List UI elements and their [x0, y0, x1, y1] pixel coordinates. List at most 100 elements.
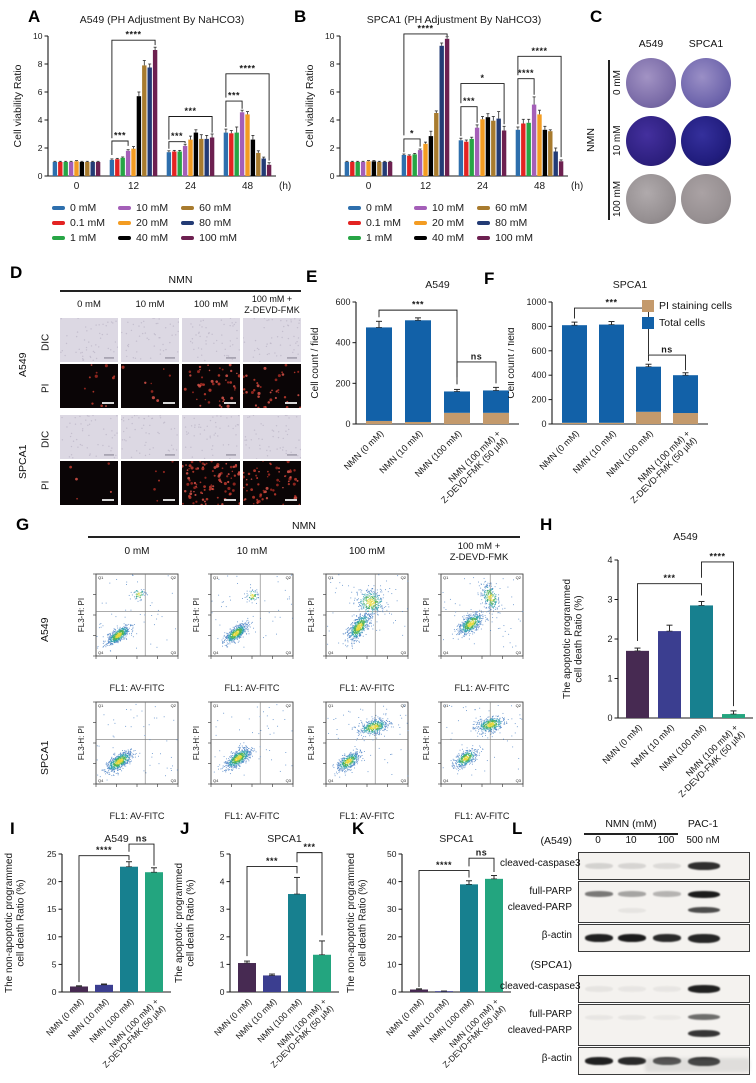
svg-text:Q1: Q1 [328, 575, 334, 580]
blot-box [578, 1004, 750, 1046]
svg-text:24: 24 [185, 181, 197, 192]
svg-text:2: 2 [330, 143, 335, 153]
dic-image [121, 415, 179, 459]
svg-text:Q4: Q4 [443, 650, 449, 655]
c-col-a549: A549 [638, 38, 664, 50]
chart-spca1-viability: SPCA1 (PH Adjustment By NaHCO3) Cell viab… [304, 12, 584, 200]
legend-column: 60 mM 80 mM 100 mM [477, 202, 533, 244]
protein-band [618, 863, 646, 869]
c-row-0mm: 0 mM [612, 70, 623, 96]
dic-image-svg [121, 318, 179, 362]
svg-text:FL3-H: PI: FL3-H: PI [307, 598, 316, 632]
d-row-a549-dic: DIC [40, 333, 52, 351]
panel-k-letter: K [352, 819, 365, 838]
legend-item: 80 mM [477, 217, 533, 229]
protein-band [688, 1029, 720, 1037]
legend-item: 60 mM [181, 202, 237, 214]
svg-text:8: 8 [330, 59, 335, 69]
legend-swatch [642, 317, 654, 329]
protein-band [618, 1014, 646, 1020]
c-row-10mm: 10 mM [612, 125, 623, 157]
legend-item: 100 mM [477, 232, 533, 244]
panel-c: C A549 SPCA1 NMN 0 mM 10 mM 100 mM [578, 2, 756, 260]
panel-h: H A549 The apoptotic programmed cell death… [532, 512, 756, 820]
colony-well [626, 174, 676, 224]
protein-band [653, 934, 681, 942]
legend-swatch [52, 221, 65, 225]
d-col-2: 100 mM [193, 299, 229, 311]
legend-item: 0.1 mM [52, 217, 105, 229]
d-col-1: 10 mM [135, 299, 165, 311]
panel-c-letter: C [590, 7, 603, 26]
svg-text:Q1: Q1 [213, 575, 219, 580]
legend-swatch [118, 221, 132, 225]
dic-image-svg [60, 415, 118, 459]
legend-swatch [118, 236, 132, 240]
legend-label: 10 mM [432, 202, 465, 214]
svg-text:Q3: Q3 [516, 650, 522, 655]
chart-b-legend: 0 mM 0.1 mM 1 mM 10 mM 20 mM 40 mM 60 mM 80 mM 1… [348, 202, 533, 244]
svg-text:12: 12 [128, 181, 140, 192]
svg-text:SPCA1: SPCA1 [613, 279, 648, 291]
flow-plot: FL3-H: PI FL1: AV-FITC Q1 Q2 Q3 Q4 [72, 568, 184, 694]
chart-spca1-cellcount: SPCA1 Cell count / field 0 200 400 600 800 1000… [508, 276, 714, 514]
legend-label: 100 mM [495, 232, 534, 244]
dic-image-svg [182, 318, 240, 362]
protein-band [653, 1057, 681, 1065]
legend-label: 80 mM [199, 217, 232, 229]
l-lane-label: 500 nM [686, 835, 720, 846]
panel-b-letter: B [294, 7, 307, 26]
svg-text:8: 8 [38, 59, 43, 69]
chart-spca1-nonapoptotic: SPCA1 The non-apoptotic programmed cell de… [340, 830, 520, 1083]
legend-item: 1 mM [348, 232, 401, 244]
svg-text:***: *** [228, 91, 240, 101]
svg-text:NMN (100 mM) +Z-DEVD-FMK (50 µ: NMN (100 mM) +Z-DEVD-FMK (50 µM) [622, 428, 699, 505]
legend-label: 10 mM [136, 202, 169, 214]
svg-text:24: 24 [477, 181, 489, 192]
svg-text:Q3: Q3 [401, 650, 407, 655]
l-group-name: (A549) [540, 835, 572, 847]
legend-item: 40 mM [118, 232, 168, 244]
chart-a549-nonapoptotic: A549 The non-apoptotic programmed cell dea… [0, 830, 176, 1083]
g-nmn-header: NMN [292, 520, 316, 532]
colony-well [626, 116, 676, 166]
dic-image-svg [243, 318, 301, 362]
svg-text:Q2: Q2 [171, 703, 177, 708]
svg-text:0: 0 [38, 171, 43, 181]
watermark [645, 1058, 750, 1072]
chart-a-legend: 0 mM 0.1 mM 1 mM 10 mM 20 mM 40 mM 60 mM 80 mM 1… [52, 202, 237, 244]
d-row-a549: A549 [17, 352, 29, 378]
svg-text:Q2: Q2 [516, 575, 522, 580]
l-nmn-line [584, 833, 678, 835]
svg-text:*: * [480, 73, 484, 83]
dic-image [243, 318, 301, 362]
svg-text:FL3-H: PI: FL3-H: PI [77, 726, 86, 760]
protein-band [653, 891, 681, 897]
colony-well [681, 58, 731, 108]
legend-item: 0 mM [348, 202, 401, 214]
legend-swatch [414, 221, 428, 225]
legend-label: 0 mM [70, 202, 97, 214]
svg-text:48: 48 [534, 181, 546, 192]
legend-label: Total cells [659, 317, 706, 329]
legend-label: PI staining cells [659, 300, 732, 312]
g-col-0: 0 mM [124, 546, 150, 557]
pi-image [60, 364, 118, 408]
legend-label: 40 mM [136, 232, 169, 244]
legend-label: 60 mM [495, 202, 528, 214]
blot-label: full-PARP [529, 886, 572, 897]
svg-text:Cell viability Ratio: Cell viability Ratio [304, 64, 316, 147]
protein-band [653, 986, 681, 992]
c-nmn-label: NMN [585, 128, 597, 152]
l-pac-header: PAC-1 [687, 818, 719, 830]
d-row-spca1: SPCA1 [17, 444, 29, 480]
svg-text:****: **** [531, 46, 547, 56]
svg-text:FL3-H: PI: FL3-H: PI [422, 598, 431, 632]
svg-text:Q1: Q1 [443, 575, 449, 580]
bar-chart-svg: A549 Cell count / field 0 200 400 600 NMN (0 m… [310, 279, 519, 505]
d-row-a549-pi: PI [40, 383, 52, 393]
blot-label: β-actin [541, 930, 572, 941]
